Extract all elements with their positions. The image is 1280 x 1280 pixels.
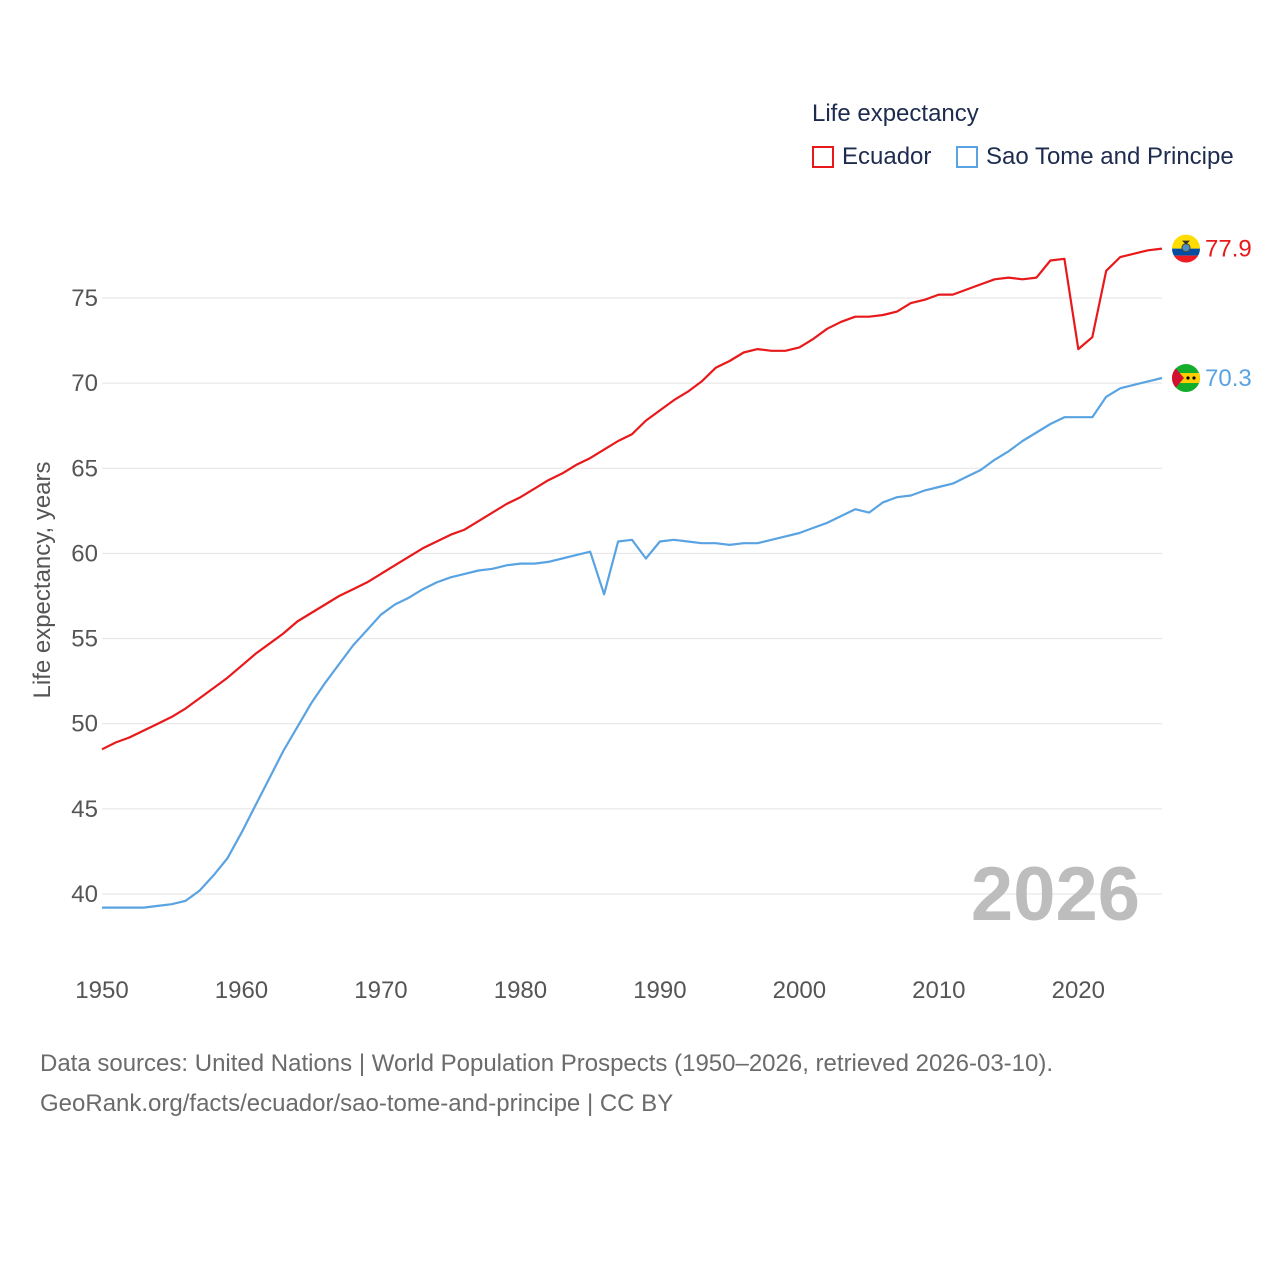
- footer-link[interactable]: GeoRank.org/facts/ecuador/sao-tome-and-p…: [40, 1090, 674, 1117]
- legend-item-sao-tome[interactable]: Sao Tome and Principe: [956, 143, 1234, 171]
- legend-title: Life expectancy: [812, 100, 979, 127]
- end-value-label-ecuador: 77.9: [1205, 236, 1252, 263]
- y-axis-label: Life expectancy, years: [29, 461, 56, 698]
- y-tick-label: 75: [71, 285, 98, 312]
- series-line-sao-tome: [102, 376, 1163, 909]
- x-tick-label: 1990: [633, 977, 686, 1004]
- y-tick-label: 45: [71, 796, 98, 823]
- grid-lines: [102, 297, 1162, 895]
- y-tick-label: 55: [71, 626, 98, 653]
- sao-tome-flag-icon: [1172, 364, 1200, 393]
- series-lines: [101, 247, 1163, 909]
- footer: Data sources: United Nations | World Pop…: [40, 1044, 1053, 1124]
- legend-item-ecuador[interactable]: Ecuador: [812, 143, 931, 171]
- legend-label-sao-tome: Sao Tome and Principe: [986, 143, 1234, 170]
- y-tick-label: 40: [71, 881, 98, 908]
- legend-swatch-ecuador: [812, 146, 834, 168]
- y-tick-label: 65: [71, 455, 98, 482]
- end-labels: 77.9 70.3: [1205, 236, 1252, 392]
- y-tick-label: 50: [71, 711, 98, 738]
- x-axis-ticks: 1950 1960 1970 1980 1990 2000 2010 2020: [75, 977, 1105, 1004]
- y-axis-ticks: 40 45 50 55 60 65 70 75: [71, 285, 98, 908]
- legend-swatch-sao-tome: [956, 146, 978, 168]
- x-tick-label: 1980: [494, 977, 547, 1004]
- legend-label-ecuador: Ecuador: [842, 143, 932, 170]
- x-tick-label: 2020: [1052, 977, 1105, 1004]
- y-tick-label: 60: [71, 540, 98, 567]
- series-line-ecuador: [101, 247, 1163, 751]
- y-tick-label: 70: [71, 370, 98, 397]
- x-tick-label: 1950: [75, 977, 128, 1004]
- ecuador-flag-icon: [1172, 234, 1200, 263]
- footer-sources: Data sources: United Nations | World Pop…: [40, 1050, 1054, 1077]
- x-tick-label: 1970: [354, 977, 407, 1004]
- x-tick-label: 1960: [215, 977, 268, 1004]
- x-tick-label: 2000: [773, 977, 826, 1004]
- end-value-label-sao-tome: 70.3: [1205, 365, 1252, 392]
- current-year-label: 2026: [971, 852, 1140, 937]
- x-tick-label: 2010: [912, 977, 965, 1004]
